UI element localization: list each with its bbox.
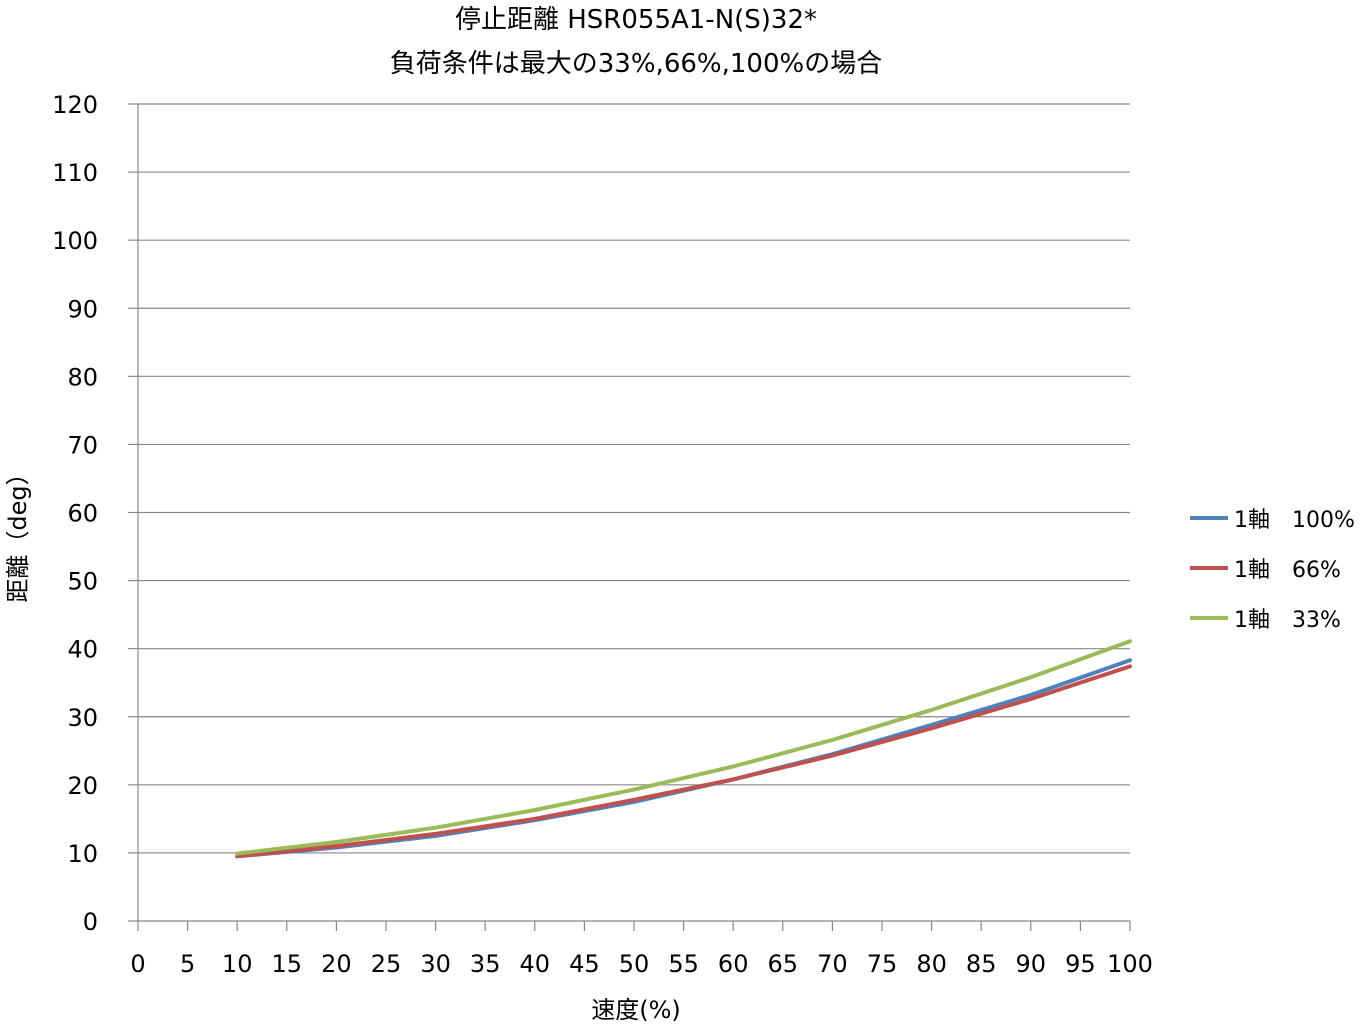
x-axis-label: 速度(%) — [591, 996, 681, 1024]
x-tick-label: 65 — [768, 950, 799, 978]
x-tick-label: 5 — [180, 950, 195, 978]
x-tick-label: 0 — [130, 950, 145, 978]
y-tick-label: 10 — [67, 840, 98, 868]
series-lines — [235, 639, 1132, 859]
chart-title: 停止距離 HSR055A1-N(S)32* — [455, 5, 817, 35]
x-tick-label: 80 — [916, 950, 947, 978]
y-tick-label: 110 — [52, 159, 98, 187]
x-tick-label: 55 — [668, 950, 699, 978]
x-tick-label: 90 — [1016, 950, 1047, 978]
y-tick-label: 120 — [52, 91, 98, 119]
y-tick-label: 60 — [67, 500, 98, 528]
x-tick-label: 10 — [222, 950, 253, 978]
x-tick-label: 40 — [520, 950, 551, 978]
x-tick-label: 25 — [371, 950, 402, 978]
y-tick-label: 40 — [67, 636, 98, 664]
gridlines — [128, 103, 1130, 922]
x-tick-label: 60 — [718, 950, 749, 978]
x-tick-label: 70 — [817, 950, 848, 978]
x-tick-label: 50 — [619, 950, 650, 978]
y-tick-label: 70 — [67, 431, 98, 459]
series-line — [235, 664, 1132, 859]
x-tick-labels: 0 5 10 15 20 25 30 35 40 45 50 55 60 65 70 75 80 85 90 95 10… — [130, 950, 1153, 978]
axes — [137, 104, 1131, 931]
y-tick-label: 50 — [67, 568, 98, 596]
x-tick-label: 45 — [569, 950, 600, 978]
x-tick-label: 100 — [1107, 950, 1153, 978]
y-tick-label: 0 — [83, 908, 98, 936]
y-axis-label: 距離（deg） — [4, 461, 32, 602]
y-tick-label: 100 — [52, 227, 98, 255]
x-tick-label: 95 — [1065, 950, 1096, 978]
series-line — [235, 639, 1132, 856]
legend-label: 1軸 100% — [1234, 508, 1355, 533]
y-tick-labels: 0 10 20 30 40 50 60 70 80 90 100 110 120 — [52, 91, 98, 936]
y-tick-label: 90 — [67, 295, 98, 323]
legend-label: 1軸 33% — [1234, 608, 1341, 633]
x-tick-label: 15 — [272, 950, 303, 978]
chart-subtitle: 負荷条件は最大の33%,66%,100%の場合 — [390, 49, 882, 79]
y-tick-label: 80 — [67, 363, 98, 391]
y-tick-label: 30 — [67, 704, 98, 732]
x-tick-label: 20 — [321, 950, 352, 978]
x-tick-label: 35 — [470, 950, 501, 978]
y-tick-label: 20 — [67, 772, 98, 800]
legend-label: 1軸 66% — [1234, 558, 1341, 583]
x-tick-label: 30 — [420, 950, 451, 978]
legend: 1軸 100% 1軸 66% 1軸 33% — [1190, 508, 1355, 633]
x-tick-label: 75 — [867, 950, 898, 978]
x-tick-label: 85 — [966, 950, 997, 978]
